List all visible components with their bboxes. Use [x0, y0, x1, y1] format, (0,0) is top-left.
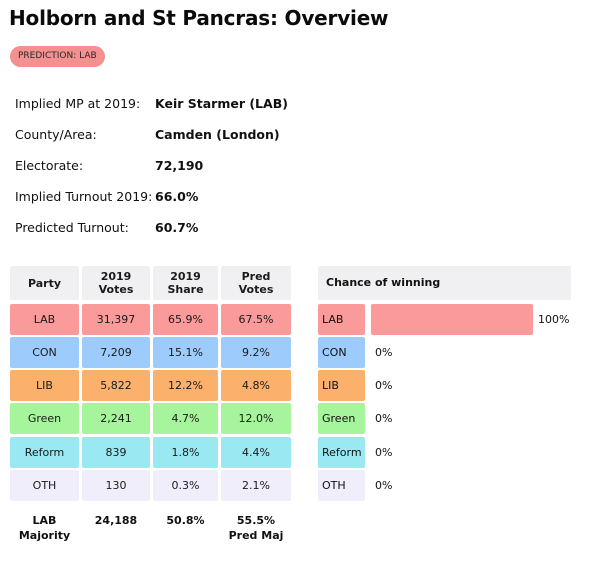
chance-percent: 0%: [375, 446, 393, 459]
votes-2019-cell: 839: [82, 437, 150, 468]
majority-share: 50.8%: [166, 514, 205, 527]
party-cell: OTH: [10, 470, 79, 501]
col-header-party: Party: [10, 266, 79, 300]
chance-header: Chance of winning: [318, 266, 571, 300]
chance-percent: 0%: [375, 379, 393, 392]
info-value: Keir Starmer (LAB): [155, 96, 288, 111]
info-value: 66.0%: [155, 189, 199, 204]
info-label: Predicted Turnout:: [15, 220, 129, 235]
votes-2019-cell: 7,209: [82, 337, 150, 368]
info-label: County/Area:: [15, 127, 97, 142]
pred-votes-cell: 2.1%: [221, 470, 291, 501]
share-2019-cell: 65.9%: [153, 304, 218, 335]
chance-party-label: Reform: [318, 437, 365, 468]
party-cell: Reform: [10, 437, 79, 468]
party-cell: LAB: [10, 304, 79, 335]
info-label: Electorate:: [15, 158, 84, 173]
votes-2019-cell: 5,822: [82, 370, 150, 401]
pred-votes-cell: 9.2%: [221, 337, 291, 368]
share-2019-cell: 15.1%: [153, 337, 218, 368]
chance-bar: [371, 304, 533, 335]
chance-party-label: LAB: [318, 304, 365, 335]
party-cell: Green: [10, 403, 79, 434]
pred-votes-cell: 67.5%: [221, 304, 291, 335]
info-value: 72,190: [155, 158, 204, 173]
chance-party-label: CON: [318, 337, 365, 368]
party-cell: LIB: [10, 370, 79, 401]
pred-votes-cell: 4.8%: [221, 370, 291, 401]
col-header-pred-votes: Pred Votes: [221, 266, 291, 300]
votes-2019-cell: 31,397: [82, 304, 150, 335]
chance-party-label: OTH: [318, 470, 365, 501]
predicted-majority: 55.5% Pred Maj: [228, 514, 284, 542]
share-2019-cell: 1.8%: [153, 437, 218, 468]
info-value: 60.7%: [155, 220, 199, 235]
share-2019-cell: 12.2%: [153, 370, 218, 401]
info-label: Implied MP at 2019:: [15, 96, 141, 111]
pred-votes-cell: 12.0%: [221, 403, 291, 434]
prediction-badge: PREDICTION: LAB: [10, 46, 105, 67]
info-label: Implied Turnout 2019:: [15, 189, 153, 204]
col-header-2019-share: 2019 Share: [153, 266, 218, 300]
share-2019-cell: 0.3%: [153, 470, 218, 501]
share-2019-cell: 4.7%: [153, 403, 218, 434]
chance-percent: 100%: [538, 313, 570, 326]
chance-party-label: Green: [318, 403, 365, 434]
majority-label: LAB Majority: [18, 514, 71, 542]
page-title: Holborn and St Pancras: Overview: [9, 6, 389, 30]
votes-2019-cell: 130: [82, 470, 150, 501]
majority-votes: 24,188: [94, 514, 138, 527]
chance-percent: 0%: [375, 412, 393, 425]
chance-percent: 0%: [375, 479, 393, 492]
pred-votes-cell: 4.4%: [221, 437, 291, 468]
info-value: Camden (London): [155, 127, 280, 142]
col-header-2019-votes: 2019 Votes: [82, 266, 150, 300]
votes-2019-cell: 2,241: [82, 403, 150, 434]
chance-party-label: LIB: [318, 370, 365, 401]
chance-percent: 0%: [375, 346, 393, 359]
party-cell: CON: [10, 337, 79, 368]
